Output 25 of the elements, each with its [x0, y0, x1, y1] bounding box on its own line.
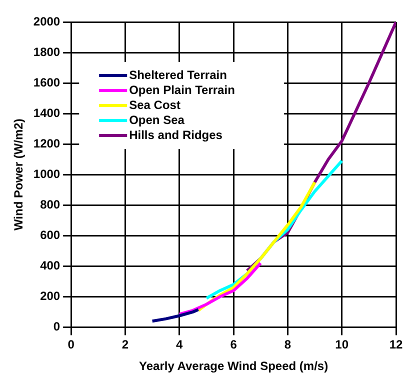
y-tick-label: 800 — [40, 197, 60, 212]
y-tick-label: 0 — [53, 320, 60, 334]
legend-label: Hills and Ridges — [129, 128, 223, 142]
x-tick-label: 10 — [335, 338, 349, 352]
x-tick-label: 12 — [389, 338, 403, 352]
y-tick-label: 1200 — [33, 136, 60, 150]
x-tick-label: 0 — [68, 338, 75, 352]
legend-label: Open Sea — [129, 112, 185, 127]
y-tick-label: 1000 — [33, 166, 60, 181]
y-tick-label: 600 — [40, 228, 60, 242]
y-axis-title: Wind Power (W/m2) — [12, 118, 26, 231]
x-axis-title: Yearly Average Wind Speed (m/s) — [139, 359, 328, 374]
y-tick-label: 1800 — [33, 44, 60, 59]
y-tick-label: 200 — [40, 288, 60, 303]
x-tick-label: 4 — [176, 338, 184, 352]
x-tick-label: 6 — [230, 338, 238, 352]
x-tick-label: 8 — [284, 338, 292, 352]
y-tick-label: 1400 — [33, 106, 60, 120]
y-tick-label: 1600 — [33, 75, 60, 90]
legend-label: Sea Cost — [129, 98, 180, 112]
y-tick-label: 2000 — [33, 14, 60, 28]
legend-label: Sheltered Terrain — [129, 68, 227, 82]
legend-label: Open Plain Terrain — [129, 82, 235, 97]
x-tick-label: 2 — [122, 338, 129, 352]
y-tick-label: 400 — [40, 258, 60, 272]
